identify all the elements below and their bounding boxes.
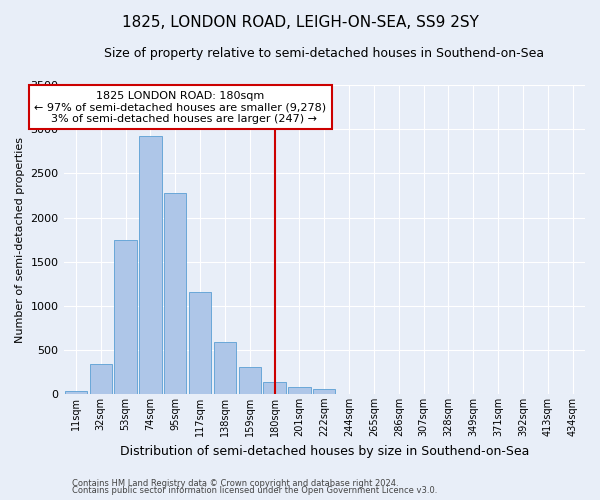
Bar bbox=[164, 193, 187, 394]
Bar bbox=[214, 342, 236, 394]
Title: Size of property relative to semi-detached houses in Southend-on-Sea: Size of property relative to semi-detach… bbox=[104, 48, 544, 60]
Bar bbox=[139, 136, 161, 394]
Text: 1825 LONDON ROAD: 180sqm  
← 97% of semi-detached houses are smaller (9,278)
  3: 1825 LONDON ROAD: 180sqm ← 97% of semi-d… bbox=[34, 90, 326, 124]
Bar bbox=[239, 368, 261, 394]
Bar bbox=[89, 364, 112, 394]
Text: 1825, LONDON ROAD, LEIGH-ON-SEA, SS9 2SY: 1825, LONDON ROAD, LEIGH-ON-SEA, SS9 2SY bbox=[122, 15, 478, 30]
Bar bbox=[65, 391, 87, 394]
Bar bbox=[263, 382, 286, 394]
Bar bbox=[115, 240, 137, 394]
Bar bbox=[189, 292, 211, 394]
Bar bbox=[288, 388, 311, 394]
Y-axis label: Number of semi-detached properties: Number of semi-detached properties bbox=[15, 136, 25, 342]
Text: Contains HM Land Registry data © Crown copyright and database right 2024.: Contains HM Land Registry data © Crown c… bbox=[72, 478, 398, 488]
X-axis label: Distribution of semi-detached houses by size in Southend-on-Sea: Distribution of semi-detached houses by … bbox=[119, 444, 529, 458]
Bar bbox=[313, 388, 335, 394]
Text: Contains public sector information licensed under the Open Government Licence v3: Contains public sector information licen… bbox=[72, 486, 437, 495]
